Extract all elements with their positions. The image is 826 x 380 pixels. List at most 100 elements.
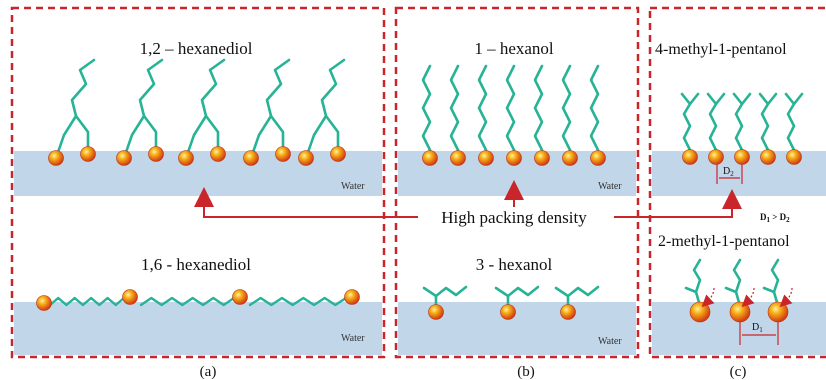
alkyl-chain (589, 64, 600, 152)
panel-c-frame (648, 6, 826, 359)
title-1-hexanol: 1 – hexanol (474, 39, 554, 58)
alkyl-chain (449, 64, 460, 152)
high-packing-density-arrows (194, 180, 742, 218)
hydroxyl-head-ball (767, 301, 789, 323)
alkyl-chain (249, 58, 291, 160)
hydroxyl-head-ball (562, 150, 578, 166)
hydroxyl-head-ball (80, 146, 96, 162)
hydroxyl-head-ball (178, 150, 194, 166)
alkyl-chain (758, 92, 770, 106)
alkyl-chain (477, 64, 488, 152)
alkyl-chain (784, 92, 796, 106)
hydroxyl-head-ball (275, 146, 291, 162)
alkyl-chain (770, 258, 780, 308)
alkyl-chain (732, 258, 742, 308)
alkyl-chain (505, 64, 516, 152)
hydroxyl-head-ball (760, 149, 776, 165)
hydroxyl-head-ball (232, 289, 248, 305)
alkyl-chain (304, 58, 346, 160)
d2-label: D2 (723, 166, 734, 178)
arrow-to-panel-c (614, 189, 742, 218)
alkyl-chain (792, 92, 804, 106)
hydroxyl-head-ball (689, 301, 711, 323)
water-label-a-top: Water (341, 181, 365, 192)
hydroxyl-head-ball (36, 295, 52, 311)
panel-label-a: (a) (200, 364, 217, 380)
alkyl-chain (434, 285, 468, 298)
alkyl-chain (766, 92, 778, 106)
d1-measure (739, 322, 779, 345)
alkyl-chain (561, 64, 572, 152)
d1-label: D1 (752, 322, 763, 334)
alkyl-chain (688, 92, 700, 106)
hydroxyl-head-ball (729, 301, 751, 323)
hydroxyl-head-ball (48, 150, 64, 166)
title-2-methyl-1-pentanol: 2-methyl-1-pentanol (658, 233, 790, 250)
panel-label-c: (c) (730, 364, 747, 380)
hydroxyl-head-ball (148, 146, 164, 162)
hydroxyl-head-ball (298, 150, 314, 166)
alkyl-chain (740, 92, 752, 106)
distance-comparison: D1 > D2 (760, 212, 790, 224)
alkyl-chain (714, 92, 726, 106)
alkyl-chain (421, 64, 432, 152)
hydroxyl-head-ball (478, 150, 494, 166)
water-label-a-bottom: Water (341, 333, 365, 344)
alkyl-chain (566, 285, 600, 298)
title-3-hexanol: 3 - hexanol (476, 255, 553, 274)
hydroxyl-head-ball (243, 150, 259, 166)
alkyl-chain (122, 58, 164, 160)
alkyl-chain (706, 92, 718, 106)
water-label-b-bottom: Water (598, 336, 622, 347)
tilt-arrow (741, 287, 755, 308)
title-4-methyl-1-pentanol: 4-methyl-1-pentanol (655, 41, 787, 58)
hydroxyl-head-ball (590, 150, 606, 166)
alkyl-chain (139, 296, 236, 307)
high-packing-density-label: High packing density (441, 208, 587, 227)
molecules (36, 58, 804, 323)
hydroxyl-head-ball (116, 150, 132, 166)
alkyl-chain (734, 102, 744, 152)
panel-label-b: (b) (517, 364, 535, 380)
alkyl-chain (533, 64, 544, 152)
alkyl-chain (732, 92, 744, 106)
water-label-b-top: Water (598, 181, 622, 192)
hydroxyl-head-ball (534, 150, 550, 166)
alkyl-chain (760, 102, 770, 152)
title-1-6-hexanediol: 1,6 - hexanediol (141, 255, 251, 274)
hydroxyl-head-ball (560, 304, 576, 320)
hydroxyl-head-ball (708, 149, 724, 165)
d2-measure (716, 164, 743, 184)
hydroxyl-head-ball (506, 150, 522, 166)
alkyl-chain (54, 58, 96, 160)
alkyl-chain (724, 286, 738, 294)
hydroxyl-head-ball (422, 150, 438, 166)
arrow-to-panel-a (194, 187, 418, 218)
alkyl-chain (248, 296, 348, 307)
water-layer-a-top (14, 151, 382, 196)
alkyl-chain (708, 102, 718, 152)
hydroxyl-head-ball (210, 146, 226, 162)
hydroxyl-head-ball (428, 304, 444, 320)
tilt-arrow (779, 287, 793, 308)
tilt-arrow (701, 287, 715, 308)
panel-a-frame (10, 6, 386, 359)
alkyl-chain (184, 58, 226, 160)
alkyl-chain (680, 92, 692, 106)
hydroxyl-head-ball (786, 149, 802, 165)
hydroxyl-head-ball (682, 149, 698, 165)
hydroxyl-head-ball (122, 289, 138, 305)
hydroxyl-head-ball (344, 289, 360, 305)
panel-b-frame (394, 6, 640, 359)
alkyl-chain (762, 286, 776, 294)
water-layer-a-bottom (14, 302, 382, 355)
hydroxyl-head-ball (330, 146, 346, 162)
hydroxyl-head-ball (734, 149, 750, 165)
alkyl-chain (786, 102, 796, 152)
title-1-2-hexanediol: 1,2 – hexanediol (140, 39, 253, 58)
alkyl-chain (692, 258, 702, 308)
alkyl-chain (48, 296, 126, 307)
alkyl-chain (682, 102, 692, 152)
hydroxyl-head-ball (500, 304, 516, 320)
